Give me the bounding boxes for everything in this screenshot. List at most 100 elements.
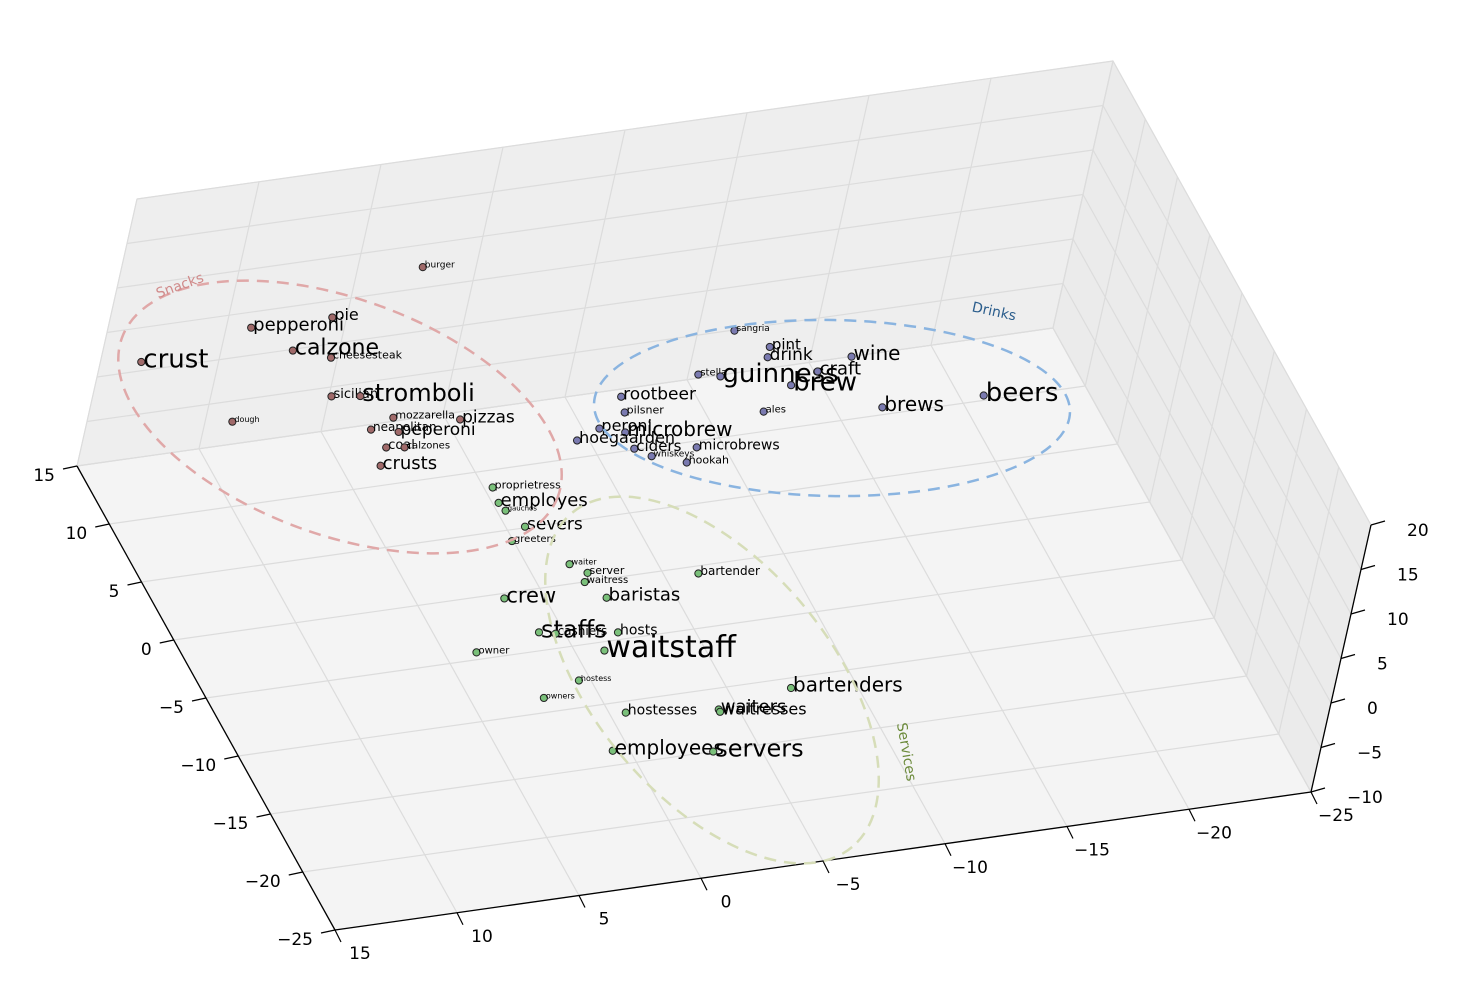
point: [501, 506, 510, 515]
point-label: pint: [772, 335, 801, 353]
grid-line: [116, 149, 1094, 289]
point-label: pie: [334, 305, 358, 324]
point-label: whiskeys: [654, 450, 695, 460]
grid: [76, 60, 1372, 931]
grid-line: [126, 104, 1104, 245]
grid-line: [1112, 60, 1372, 526]
point-label: employes: [501, 490, 588, 511]
grid-line: [1102, 105, 1362, 570]
point: [608, 746, 617, 755]
point-label: staffs: [541, 615, 607, 643]
point-label: servers: [715, 735, 803, 763]
point-label: peroni: [601, 416, 652, 435]
point: [328, 313, 337, 322]
x-tick-label: −25: [277, 930, 313, 950]
grid-line: [1052, 327, 1312, 793]
point: [716, 372, 725, 381]
point-label: pilsner: [627, 403, 665, 416]
tick-mark: [1310, 787, 1326, 793]
point-label: bartender: [700, 564, 760, 578]
panes: [76, 59, 1372, 931]
point: [400, 443, 409, 452]
point: [709, 747, 718, 756]
point-label: brew: [793, 368, 857, 398]
tick-mark: [159, 639, 174, 644]
point-label: waitstaff: [606, 630, 737, 665]
point: [376, 461, 385, 470]
point: [137, 357, 146, 367]
x-tick-label: 5: [109, 582, 120, 602]
point-label: microbrews: [699, 437, 780, 453]
z-tick-label: 10: [1387, 610, 1409, 630]
point: [356, 391, 365, 401]
grid-line: [442, 413, 702, 879]
tick-mark: [1310, 791, 1318, 805]
axes: −25 −20 −15 −10 −5 0 5 10 15 −25 −20 −15 −10 −5 0 5 10 15…: [33, 465, 1429, 964]
point: [620, 408, 629, 417]
point: [847, 352, 856, 361]
point: [389, 413, 398, 422]
grid-line: [76, 327, 1054, 467]
point-label: pizzas: [462, 407, 515, 427]
point: [647, 452, 656, 461]
point: [418, 263, 427, 272]
point-label: waitress: [587, 575, 628, 586]
point-label: brews: [884, 392, 944, 416]
tick-mark: [1360, 564, 1376, 571]
point: [394, 427, 403, 437]
point-label: baristas: [609, 585, 681, 606]
tick-mark: [1188, 808, 1196, 822]
tick-mark: [1066, 826, 1074, 839]
point: [472, 648, 481, 657]
point-label: beers: [986, 378, 1059, 408]
snacks-ellipse: [117, 279, 563, 555]
point: [786, 683, 796, 693]
z-tick-label: −10: [1347, 788, 1383, 808]
y-tick-label: −25: [1318, 806, 1354, 826]
z-tick-label: 20: [1407, 521, 1429, 541]
y-tick-label: −15: [1074, 841, 1110, 861]
z-tick-label: −5: [1357, 744, 1382, 764]
point: [630, 444, 639, 453]
x-axis-line: [76, 465, 336, 931]
grid-line: [198, 448, 458, 914]
point-label: employees: [615, 735, 724, 759]
point-label: proprietress: [495, 478, 561, 491]
point-label: pepperoni: [253, 315, 344, 336]
grid-line: [686, 379, 946, 845]
point-label: greeters: [514, 534, 556, 545]
point: [288, 346, 297, 355]
point: [787, 381, 796, 390]
point-label: severs: [527, 515, 583, 535]
y-tick-label: 10: [471, 927, 493, 947]
point: [539, 693, 548, 703]
point: [602, 593, 611, 602]
point: [621, 428, 630, 437]
point: [715, 707, 725, 716]
point-label: ciders: [636, 437, 681, 455]
point-label: cashiers: [558, 624, 608, 638]
point: [682, 458, 691, 467]
z-tick-label: 5: [1377, 655, 1388, 675]
point-label: rootbeer: [623, 385, 696, 405]
y-axis-line: [334, 791, 1312, 931]
point: [534, 628, 544, 637]
x-tick-label: −5: [159, 698, 184, 718]
point-label: microbrew: [627, 417, 732, 441]
tick-mark: [334, 929, 342, 943]
tick-mark: [191, 697, 207, 702]
point: [574, 676, 584, 685]
point: [326, 353, 336, 362]
grid-line: [1062, 283, 1322, 748]
point-label: dough: [234, 415, 259, 424]
point-label: sicilian: [333, 387, 378, 402]
point-label: hookah: [689, 454, 729, 467]
x-tick-label: −15: [213, 814, 249, 834]
point: [247, 323, 256, 332]
point: [979, 391, 988, 400]
point: [600, 646, 609, 655]
tick-mark: [944, 843, 952, 857]
point: [694, 569, 703, 578]
